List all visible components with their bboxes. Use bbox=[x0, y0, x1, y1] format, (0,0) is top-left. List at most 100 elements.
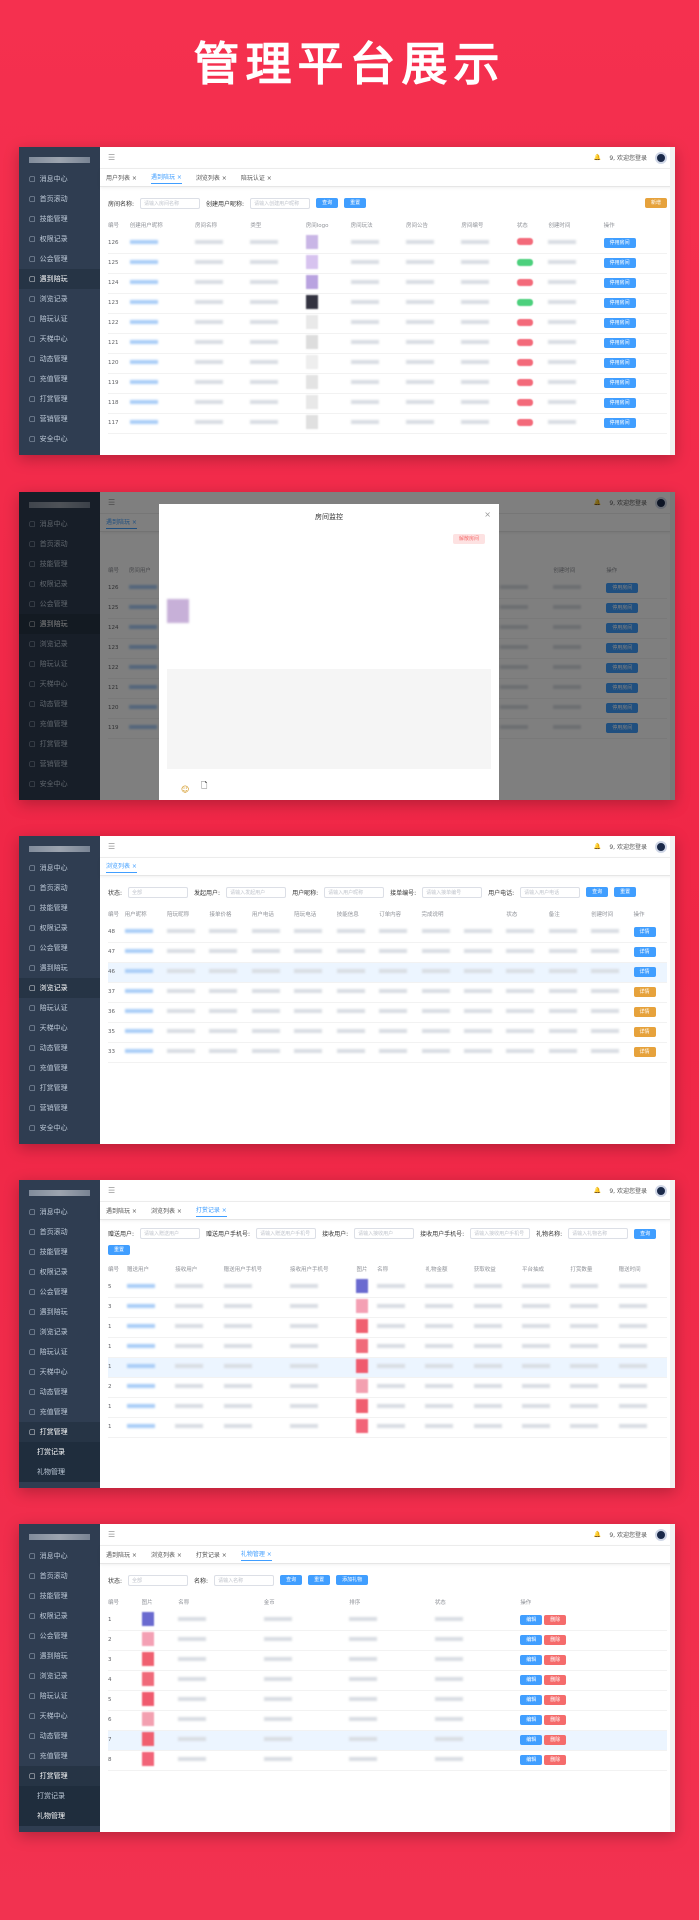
filter-button[interactable]: 重置 bbox=[108, 1245, 131, 1255]
row-action-button[interactable]: 停用房间 bbox=[603, 237, 636, 248]
filter-input[interactable]: 请输入房间名称 bbox=[140, 197, 201, 209]
hamburger-icon[interactable]: ☰ bbox=[108, 1186, 116, 1195]
sidebar-item[interactable]: ▢浏览记录 bbox=[19, 1322, 100, 1342]
row-action-button[interactable]: 详情 bbox=[633, 947, 656, 957]
sidebar-item[interactable]: ▢技能管理 bbox=[19, 1586, 100, 1606]
row-action-button[interactable]: 删除 bbox=[544, 1755, 567, 1765]
filter-input[interactable]: 请输入赠送用户 bbox=[140, 1228, 201, 1239]
sidebar-item[interactable]: ▢公会管理 bbox=[19, 938, 100, 958]
sidebar-item[interactable]: ▢打赏管理 bbox=[19, 1078, 100, 1098]
tab[interactable]: 浏览列表 × bbox=[106, 861, 137, 873]
sidebar-item[interactable]: ▢浏览记录 bbox=[19, 1666, 100, 1686]
sidebar-item[interactable]: ▢充值管理 bbox=[19, 369, 100, 389]
sidebar-item[interactable]: ▢动态管理 bbox=[19, 1382, 100, 1402]
avatar[interactable] bbox=[655, 840, 667, 853]
scrollbar[interactable] bbox=[670, 836, 675, 1144]
sidebar-item[interactable]: ▢陪玩认证 bbox=[19, 1686, 100, 1706]
tab[interactable]: 浏览列表 × bbox=[195, 175, 227, 182]
row-action-button[interactable]: 删除 bbox=[544, 1635, 567, 1645]
sidebar-item[interactable]: ▢首页滚动 bbox=[19, 878, 100, 898]
row-action-button[interactable]: 删除 bbox=[544, 1695, 567, 1705]
scrollbar[interactable] bbox=[670, 1524, 675, 1832]
sidebar-item[interactable]: ▢遇到陪玩 bbox=[19, 1302, 100, 1322]
sidebar-item[interactable]: ▢首页滚动 bbox=[19, 1222, 100, 1242]
bell-icon[interactable]: 🔔 bbox=[593, 1531, 602, 1538]
file-icon[interactable]: 🗋 bbox=[201, 781, 208, 790]
row-action-button[interactable]: 停用房间 bbox=[603, 258, 636, 268]
tab[interactable]: 打赏记录 × bbox=[195, 1205, 227, 1217]
sidebar-item[interactable]: ▢消息中心 bbox=[19, 169, 100, 189]
emoji-icon[interactable]: ☺ bbox=[181, 785, 190, 794]
sidebar-subitem[interactable]: 礼物管理 bbox=[19, 1462, 100, 1482]
row-action-button[interactable]: 编辑 bbox=[520, 1715, 543, 1725]
sidebar-item[interactable]: ▢充值管理 bbox=[19, 1402, 100, 1422]
sidebar-item[interactable]: ▢公会管理 bbox=[19, 1282, 100, 1302]
row-action-button[interactable]: 停用房间 bbox=[603, 398, 636, 408]
row-action-button[interactable]: 删除 bbox=[544, 1655, 567, 1665]
row-action-button[interactable]: 停用房间 bbox=[603, 358, 636, 368]
sidebar-item[interactable]: ▢陪玩认证 bbox=[19, 998, 100, 1018]
tab[interactable]: 用户列表 × bbox=[106, 175, 137, 182]
sidebar-item[interactable]: ▢营销管理 bbox=[19, 1098, 100, 1118]
avatar[interactable] bbox=[655, 151, 667, 164]
filter-input[interactable]: 请输入用户昵称 bbox=[324, 886, 385, 898]
sidebar-item[interactable]: ▢技能管理 bbox=[19, 209, 100, 229]
row-action-button[interactable]: 编辑 bbox=[520, 1695, 543, 1705]
sidebar-item[interactable]: ▢消息中心 bbox=[19, 1546, 100, 1566]
row-action-button[interactable]: 停用房间 bbox=[603, 378, 636, 388]
sidebar-item[interactable]: ▢天梯中心 bbox=[19, 329, 100, 349]
row-action-button[interactable]: 停用房间 bbox=[603, 338, 636, 348]
sidebar-item[interactable]: ▢充值管理 bbox=[19, 1058, 100, 1078]
sidebar-item[interactable]: ▢陪玩认证 bbox=[19, 309, 100, 329]
filter-input[interactable]: 全部 bbox=[128, 1574, 189, 1586]
add-button[interactable]: 新增 bbox=[644, 198, 667, 208]
row-action-button[interactable]: 删除 bbox=[544, 1614, 567, 1625]
sidebar-item[interactable]: ▢遇到陪玩 bbox=[19, 958, 100, 978]
row-action-button[interactable]: 详情 bbox=[633, 926, 656, 937]
sidebar-item[interactable]: ▢浏览记录 bbox=[19, 289, 100, 309]
filter-button[interactable]: 查询 bbox=[280, 1575, 303, 1585]
row-action-button[interactable]: 详情 bbox=[633, 967, 656, 977]
filter-button[interactable]: 重置 bbox=[344, 198, 367, 208]
sidebar-item[interactable]: ▢权限记录 bbox=[19, 1262, 100, 1282]
row-action-button[interactable]: 停用房间 bbox=[603, 298, 636, 308]
filter-input[interactable]: 请输入用户电话 bbox=[520, 886, 581, 898]
status-switch[interactable] bbox=[516, 318, 533, 326]
filter-input[interactable]: 请输入接单编号 bbox=[422, 886, 483, 898]
avatar[interactable] bbox=[655, 1184, 667, 1197]
sidebar-item[interactable]: ▢公会管理 bbox=[19, 249, 100, 269]
status-switch[interactable] bbox=[516, 258, 533, 266]
sidebar-item[interactable]: ▢公会管理 bbox=[19, 1626, 100, 1646]
filter-button[interactable]: 重置 bbox=[308, 1575, 331, 1585]
sidebar-item[interactable]: ▢打赏管理 bbox=[19, 389, 100, 409]
dissolve-room-button[interactable]: 解散房间 bbox=[452, 534, 485, 544]
sidebar-item[interactable]: ▢营销管理 bbox=[19, 1482, 100, 1488]
sidebar-item[interactable]: ▢天梯中心 bbox=[19, 1018, 100, 1038]
close-icon[interactable]: × bbox=[484, 510, 491, 519]
row-action-button[interactable]: 编辑 bbox=[520, 1614, 543, 1625]
sidebar-subitem[interactable]: 礼物管理 bbox=[19, 1806, 100, 1826]
row-action-button[interactable]: 删除 bbox=[544, 1675, 567, 1685]
filter-input[interactable]: 请输入创建用户昵称 bbox=[250, 197, 311, 209]
sidebar-item[interactable]: ▢浏览记录 bbox=[19, 978, 100, 998]
filter-input[interactable]: 请输入赠送用户手机号 bbox=[256, 1228, 317, 1239]
filter-input[interactable]: 请输入接收用户 bbox=[354, 1228, 415, 1239]
row-action-button[interactable]: 编辑 bbox=[520, 1735, 543, 1745]
row-action-button[interactable]: 停用房间 bbox=[603, 418, 636, 428]
sidebar-item[interactable]: ▢打赏管理 bbox=[19, 1422, 100, 1442]
sidebar-item[interactable]: ▢技能管理 bbox=[19, 1242, 100, 1262]
hamburger-icon[interactable]: ☰ bbox=[108, 153, 116, 162]
sidebar-item[interactable]: ▢遇到陪玩 bbox=[19, 269, 100, 289]
row-action-button[interactable]: 详情 bbox=[633, 1007, 656, 1017]
filter-input[interactable]: 全部 bbox=[128, 886, 189, 898]
status-switch[interactable] bbox=[516, 338, 533, 346]
row-action-button[interactable]: 详情 bbox=[633, 1027, 656, 1037]
status-switch[interactable] bbox=[516, 378, 533, 386]
sidebar-item[interactable]: ▢营销管理 bbox=[19, 409, 100, 429]
filter-button[interactable]: 查询 bbox=[634, 1228, 657, 1239]
bell-icon[interactable]: 🔔 bbox=[593, 843, 602, 850]
sidebar-item[interactable]: ▢技能管理 bbox=[19, 898, 100, 918]
status-switch[interactable] bbox=[516, 298, 533, 306]
filter-button[interactable]: 重置 bbox=[614, 887, 637, 897]
row-action-button[interactable]: 编辑 bbox=[520, 1675, 543, 1685]
